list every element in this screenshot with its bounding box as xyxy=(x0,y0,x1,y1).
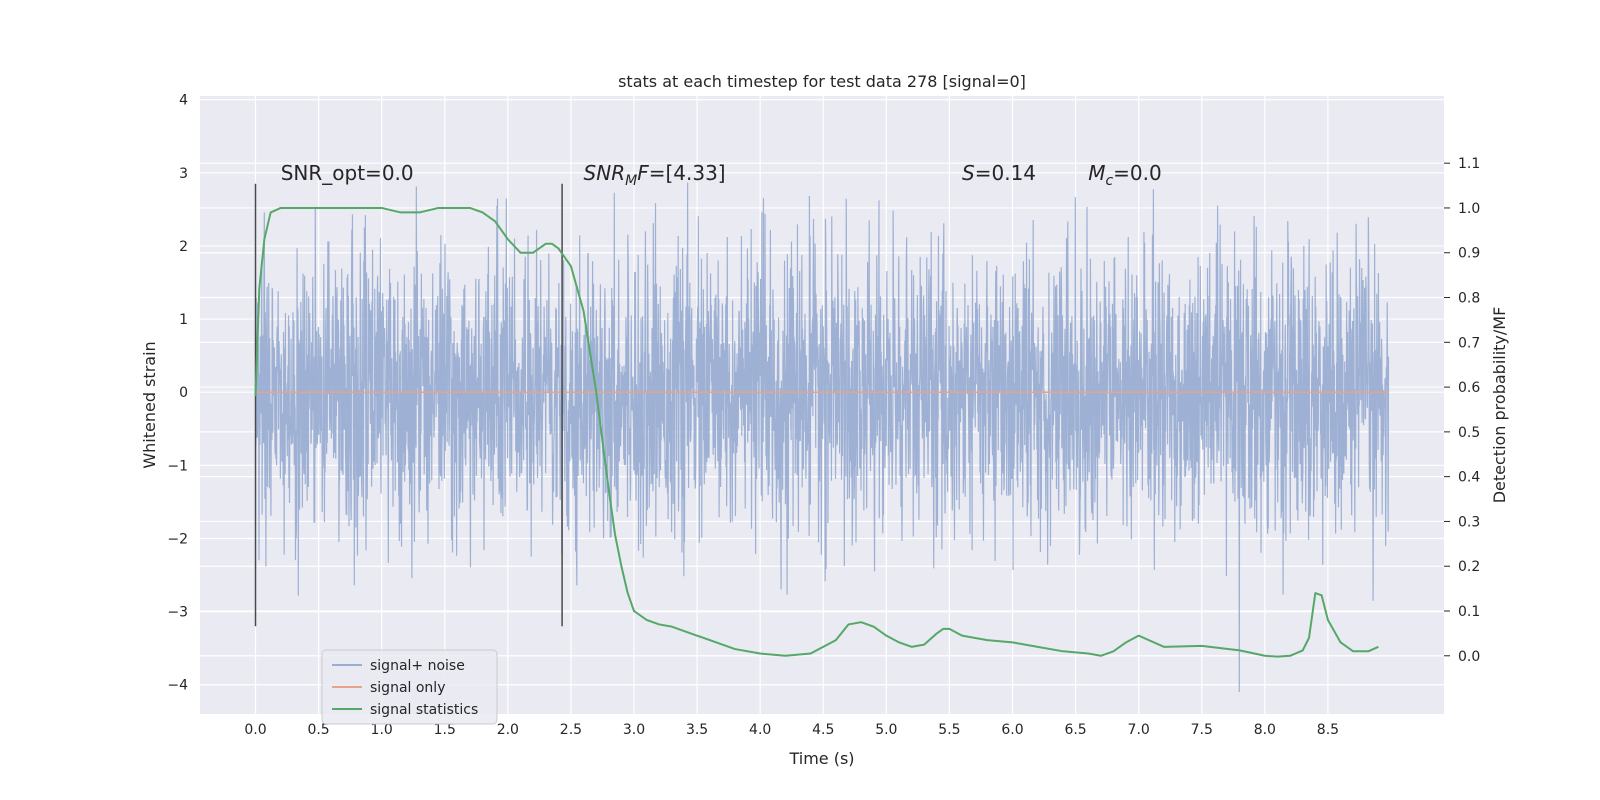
x-tick-label: 1.5 xyxy=(434,722,456,738)
tick-labels: 0.0 0.5 1.0 1.5 2.0 2.5 3.0 3.5 4.0 4.5 5.0 5.5 6.0 6… xyxy=(167,93,1480,738)
y2-tick-label: 0.8 xyxy=(1458,291,1480,307)
y2-tick-label: 0.6 xyxy=(1458,380,1480,396)
x-tick-label: 8.5 xyxy=(1317,722,1339,738)
signal-statistics-line xyxy=(254,206,1379,658)
x-tick-label: 6.0 xyxy=(1001,722,1023,738)
y-axis-label: Whitened strain xyxy=(140,341,159,468)
y-tick-label: −2 xyxy=(167,531,188,547)
x-axis-label: Time (s) xyxy=(788,749,854,768)
legend-box xyxy=(321,649,498,725)
y-tick-label: −4 xyxy=(167,678,188,694)
y2-tick-label: 1.1 xyxy=(1458,156,1480,172)
marker-lines xyxy=(254,183,563,627)
x-tick-label: 0.0 xyxy=(244,722,266,738)
annotation-text: Mc=0.0 xyxy=(1088,161,1162,189)
y2-tick-label: 0.0 xyxy=(1458,649,1480,665)
x-tick-label: 6.5 xyxy=(1064,722,1086,738)
y2-tick-label: 0.1 xyxy=(1458,604,1480,620)
annotation-text: SNR_opt=0.0 xyxy=(281,161,414,185)
x-tick-label: 3.5 xyxy=(686,722,708,738)
x-tick-label: 2.0 xyxy=(497,722,519,738)
y2-tick-label: 0.5 xyxy=(1458,425,1480,441)
y-tick-label: −1 xyxy=(167,458,188,474)
x-tick-label: 5.0 xyxy=(875,722,897,738)
x-tick-label: 4.0 xyxy=(749,722,771,738)
y-tick-label: 0 xyxy=(179,385,188,401)
x-tick-label: 7.0 xyxy=(1128,722,1150,738)
annotations: SNR_opt=0.0 SNRMF=[4.33] S=0.14 Mc=0.0 xyxy=(281,161,1162,189)
x-tick-label: 5.5 xyxy=(938,722,960,738)
y2-tick-label: 0.4 xyxy=(1458,470,1480,486)
x-tick-label: 8.0 xyxy=(1254,722,1276,738)
annotation-text: SNRMF=[4.33] xyxy=(584,161,726,189)
legend-label-signal-only: signal only xyxy=(370,680,445,696)
x-tick-label: 0.5 xyxy=(307,722,329,738)
chart-title: stats at each timestep for test data 278… xyxy=(618,72,1026,91)
y2-tick-label: 0.7 xyxy=(1458,335,1480,351)
x-tick-label: 1.0 xyxy=(371,722,393,738)
y-tick-label: 4 xyxy=(179,93,188,109)
y2-tick-label: 0.3 xyxy=(1458,514,1480,530)
y2-tick-label: 0.9 xyxy=(1458,246,1480,262)
x-tick-label: 2.5 xyxy=(560,722,582,738)
legend-label-signal-statistics: signal statistics xyxy=(370,702,478,718)
y2-axis-label: Detection probability/MF xyxy=(1490,307,1509,504)
annotation-text: S=0.14 xyxy=(962,161,1036,185)
signal-statistics-series xyxy=(254,206,1379,658)
legend-label-signal-noise: signal+ noise xyxy=(370,658,465,674)
y-tick-label: 3 xyxy=(179,166,188,182)
x-tick-label: 7.5 xyxy=(1191,722,1213,738)
x-tick-label: 4.5 xyxy=(812,722,834,738)
y2-tick-label: 0.2 xyxy=(1458,559,1480,575)
y2-tick-label: 1.0 xyxy=(1458,201,1480,217)
y-tick-label: 2 xyxy=(179,239,188,255)
signal-noise-line xyxy=(254,182,1390,693)
y-tick-label: −3 xyxy=(167,605,188,621)
signal-noise-series xyxy=(254,182,1390,693)
legend: signal+ noise signal only signal statist… xyxy=(321,649,498,725)
x-tick-label: 3.0 xyxy=(623,722,645,738)
y-tick-label: 1 xyxy=(179,312,188,328)
